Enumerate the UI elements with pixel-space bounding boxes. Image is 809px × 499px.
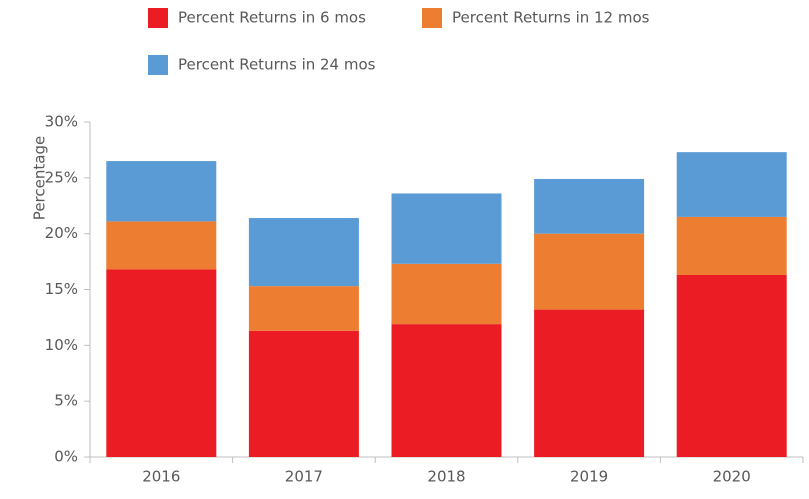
bar-segment <box>534 178 645 234</box>
bar-segment <box>676 216 787 275</box>
bar-segment <box>391 263 502 325</box>
y-tick-label: 15% <box>45 280 78 298</box>
y-tick-label: 5% <box>54 392 78 410</box>
bar-segment <box>106 161 217 222</box>
bar-segment <box>391 324 502 457</box>
bar-segment <box>534 233 645 310</box>
bar-segment <box>676 274 787 457</box>
y-tick-label: 20% <box>45 224 78 242</box>
x-tick-label: 2016 <box>142 468 180 486</box>
legend-swatch <box>148 8 168 28</box>
legend-label: Percent Returns in 6 mos <box>178 9 366 27</box>
x-tick-label: 2018 <box>427 468 465 486</box>
bar-segment <box>676 152 787 217</box>
bar-segment <box>534 309 645 457</box>
bar-segment <box>106 221 217 270</box>
x-tick-label: 2019 <box>570 468 608 486</box>
bar-segment <box>248 218 359 287</box>
bar-segment <box>391 193 502 264</box>
legend-swatch <box>422 8 442 28</box>
y-tick-label: 30% <box>45 113 78 131</box>
legend-swatch <box>148 55 168 75</box>
x-tick-label: 2020 <box>713 468 751 486</box>
y-axis-label: Percentage <box>31 136 49 220</box>
legend-label: Percent Returns in 12 mos <box>452 9 650 27</box>
bar-segment <box>248 286 359 331</box>
y-tick-label: 25% <box>45 168 78 186</box>
bar-segment <box>106 269 217 457</box>
bar-segment <box>248 330 359 457</box>
y-tick-label: 0% <box>54 448 78 466</box>
x-tick-label: 2017 <box>285 468 323 486</box>
y-tick-label: 10% <box>45 336 78 354</box>
legend-label: Percent Returns in 24 mos <box>178 56 376 74</box>
